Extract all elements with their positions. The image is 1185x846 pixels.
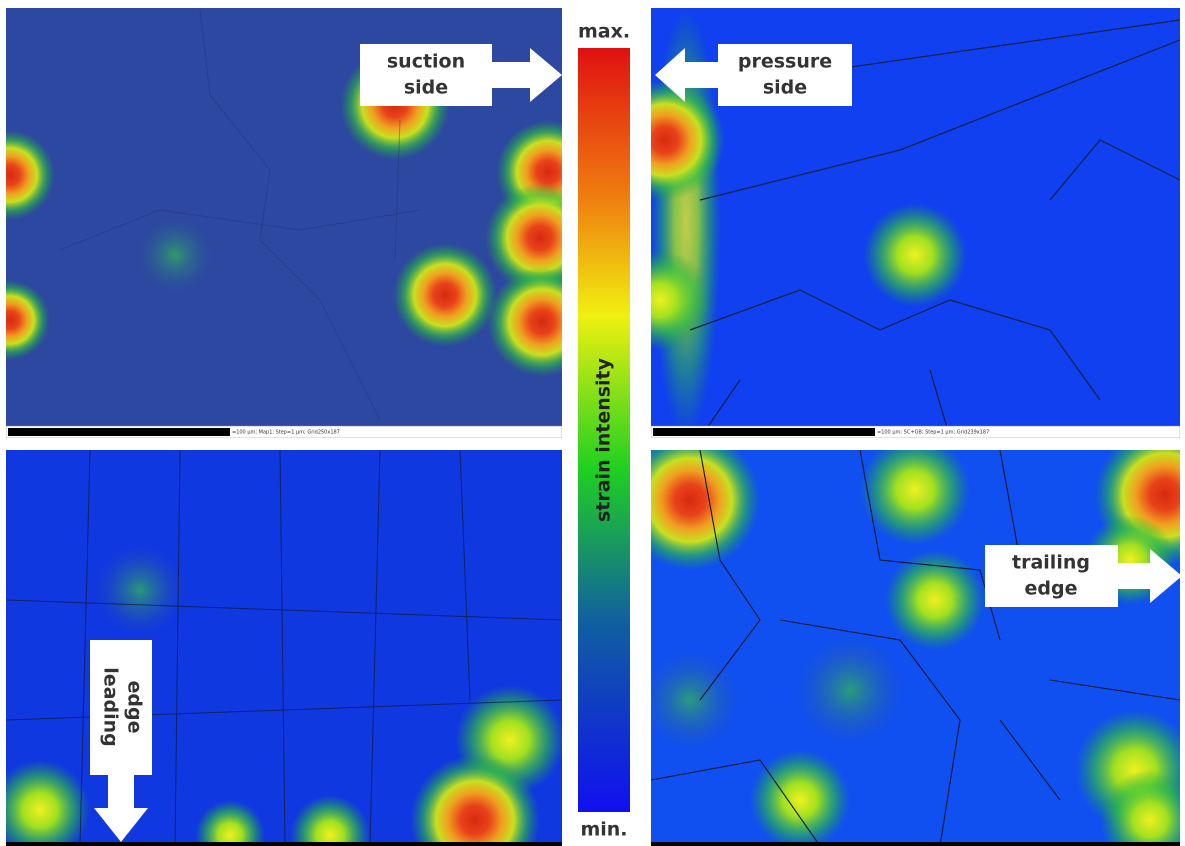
arrow-label: trailing [1012, 552, 1090, 574]
colorbar-title: strain intensity [593, 357, 615, 522]
scale-bar-label: =100 µm; Map1; Step=1 µm; Grid250x187 [232, 430, 340, 436]
arrow-label: suction [387, 51, 465, 73]
arrow-label: edge [124, 681, 146, 734]
arrow-label: side [763, 77, 807, 99]
arrow-label: leading [100, 667, 122, 746]
arrow-suction: suction side [360, 44, 562, 106]
arrow-trailing: trailing edge [985, 545, 1182, 607]
panel-bottom-right [620, 425, 1185, 846]
arrow-leading: leading edge [90, 640, 152, 842]
panel-bottom-left [0, 450, 565, 846]
colorbar-min: min. [580, 819, 627, 841]
arrow-label: side [404, 77, 448, 99]
colorbar-max: max. [578, 21, 630, 43]
figure: =100 µm; Map1; Step=1 µm; Grid250x187 =1… [0, 0, 1185, 846]
arrow-label: pressure [738, 51, 832, 73]
arrow-pressure: pressure side [655, 44, 852, 106]
scale-bar-label: =100 µm; SC+GB; Step=1 µm; Grid239x187 [877, 430, 989, 436]
arrow-label: edge [1025, 578, 1078, 600]
